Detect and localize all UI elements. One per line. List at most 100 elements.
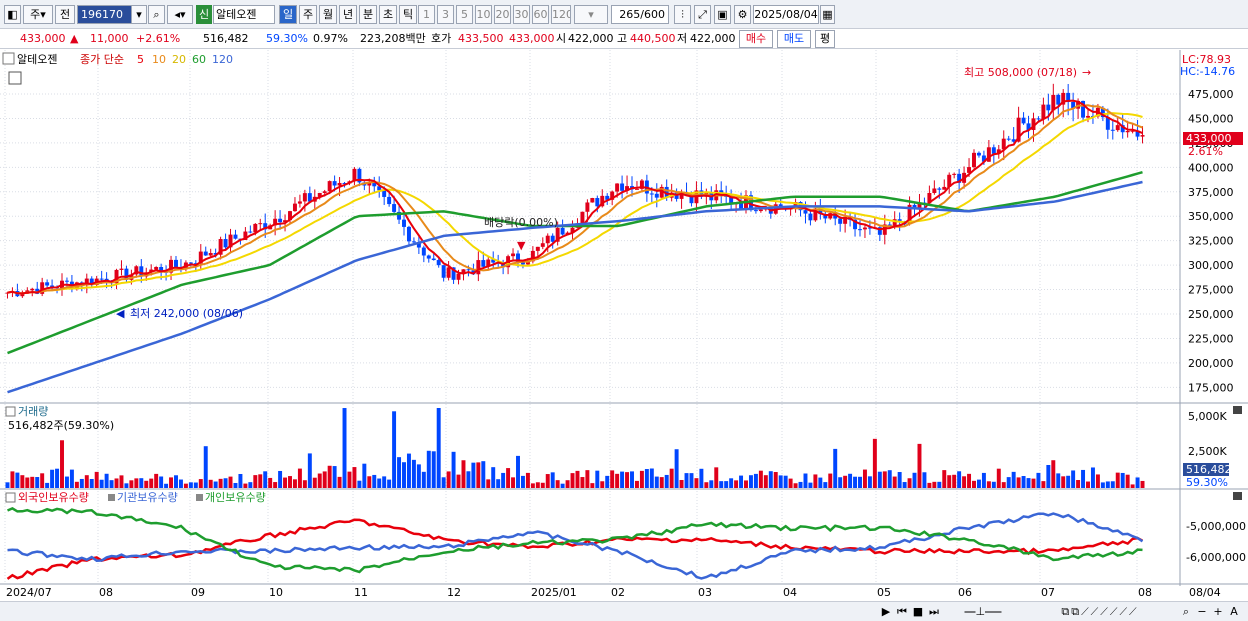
volume-bar <box>283 477 288 488</box>
candle-body <box>1100 107 1105 118</box>
volume-bar <box>64 476 69 488</box>
prev-button[interactable]: 전 <box>55 5 75 24</box>
candle-body <box>278 218 283 223</box>
x-label: 08 <box>99 586 113 599</box>
candle-body <box>302 193 307 202</box>
volume-bar <box>808 482 813 488</box>
period-second[interactable]: 초 <box>379 5 397 24</box>
hoga-ask: 433,500 <box>458 32 504 45</box>
stock-chart[interactable]: 알테오젠 종가 단순 5 10 20 60 120 LC:78.93 HC:-1… <box>0 50 1248 602</box>
volume-bar <box>1076 480 1081 488</box>
volume-bar <box>907 478 912 488</box>
window-icon[interactable]: ◧ <box>4 5 21 24</box>
candle-body <box>283 220 288 223</box>
scroll-right-icon[interactable]: ▶ <box>881 605 891 618</box>
candle-body <box>134 266 139 275</box>
save-icon[interactable]: ▣ <box>714 5 731 24</box>
zoom-icon[interactable]: ⌕ <box>1182 605 1190 618</box>
volume-panel-close-icon[interactable] <box>1233 406 1242 414</box>
candle-body <box>352 168 357 182</box>
zoom-slider[interactable]: ⎯⎯⊥⎯⎯⎯ <box>964 605 1002 618</box>
calendar-icon[interactable]: ▦ <box>820 5 835 24</box>
candle-body <box>174 259 178 267</box>
candle-body <box>337 182 342 186</box>
minute-dropdown[interactable]: ▾ <box>574 5 608 24</box>
candle-body <box>456 273 461 280</box>
chart-area[interactable]: 알테오젠 종가 단순 5 10 20 60 120 LC:78.93 HC:-1… <box>0 50 1248 602</box>
candle-body <box>45 282 50 286</box>
chart-type-icon[interactable]: ⫶ <box>674 5 691 24</box>
date-input[interactable]: 2025/08/04 <box>753 5 819 24</box>
period-month[interactable]: 월 <box>319 5 337 24</box>
chart-grid <box>0 50 1180 584</box>
volume-bar <box>501 472 506 488</box>
candle-body <box>1056 94 1061 105</box>
zoom-in-icon[interactable]: + <box>1213 605 1223 618</box>
minute-60[interactable]: 60 <box>532 5 549 24</box>
buy-button[interactable]: 매수 <box>739 30 773 48</box>
zoom-out-icon[interactable]: − <box>1197 605 1207 618</box>
minute-120[interactable]: 120 <box>551 5 571 24</box>
x-label: 03 <box>698 586 712 599</box>
candle-body <box>327 181 332 192</box>
candle-body <box>154 266 159 270</box>
volume-bar <box>793 483 798 488</box>
candle-body <box>511 253 516 257</box>
minute-30[interactable]: 30 <box>513 5 530 24</box>
week-button[interactable]: 주▾ <box>23 5 53 24</box>
volume-bar <box>10 471 15 488</box>
period-week[interactable]: 주 <box>299 5 317 24</box>
drawing-icon[interactable]: ⤢ <box>694 5 711 24</box>
volume-bar <box>1130 484 1135 488</box>
volume-last: 516,482 <box>1186 463 1232 476</box>
minute-3[interactable]: 3 <box>437 5 454 24</box>
low-note: 최저 242,000 (08/06) <box>130 307 243 320</box>
last-icon[interactable]: ⏭ <box>929 605 939 618</box>
minute-20[interactable]: 20 <box>494 5 511 24</box>
volume-bar <box>327 465 332 488</box>
volume-bar <box>273 482 278 488</box>
count-input[interactable]: 265/600 <box>611 5 669 24</box>
settings-icon[interactable]: ⚙ <box>734 5 751 24</box>
minute-10[interactable]: 10 <box>475 5 492 24</box>
price-tick: 475,000 <box>1188 88 1234 101</box>
sell-button[interactable]: 매도 <box>777 30 811 48</box>
candle-body <box>1140 135 1145 137</box>
table-icon[interactable] <box>8 71 22 85</box>
x-label: 07 <box>1041 586 1055 599</box>
period-minute[interactable]: 분 <box>359 5 377 24</box>
volume-bar <box>188 482 193 488</box>
code-dropdown-icon[interactable]: ▾ <box>131 5 147 24</box>
avg-button[interactable]: 평 <box>815 30 835 48</box>
volume-bar <box>659 477 664 488</box>
period-day[interactable]: 일 <box>279 5 297 24</box>
stock-code-input[interactable]: 196170 <box>77 5 147 24</box>
high-price: 440,500 <box>630 32 676 45</box>
minute-1[interactable]: 1 <box>418 5 435 24</box>
font-icon[interactable]: A <box>1230 605 1238 618</box>
period-year[interactable]: 년 <box>339 5 357 24</box>
search-icon[interactable]: ⌕ <box>148 5 165 24</box>
volume-bar <box>892 476 897 488</box>
candle-body <box>446 267 451 278</box>
candle-body <box>258 223 263 225</box>
stop-icon[interactable]: ■ <box>912 605 924 618</box>
holding-panel-close-icon[interactable] <box>1233 492 1242 500</box>
period-tick[interactable]: 틱 <box>399 5 417 24</box>
volume-bar <box>397 457 402 488</box>
minute-5[interactable]: 5 <box>456 5 473 24</box>
volume-bar <box>486 479 491 488</box>
volume-bar <box>506 468 511 488</box>
sound-icon[interactable]: ◂▾ <box>167 5 193 24</box>
volume-bar <box>942 470 947 488</box>
price-tick: 300,000 <box>1188 259 1234 272</box>
candle-body <box>416 242 421 248</box>
x-label: 04 <box>783 586 797 599</box>
tool-icons[interactable]: ⧉⧉⟋⟋⟋⟋⟋⟋ <box>1061 605 1139 618</box>
legend-individual: 개인보유수량 <box>205 491 266 504</box>
volume-bar <box>218 478 223 488</box>
volume-bar <box>406 453 411 488</box>
first-icon[interactable]: ⏮ <box>897 605 907 618</box>
volume-bar <box>1115 472 1120 488</box>
volume-bar <box>332 466 337 488</box>
